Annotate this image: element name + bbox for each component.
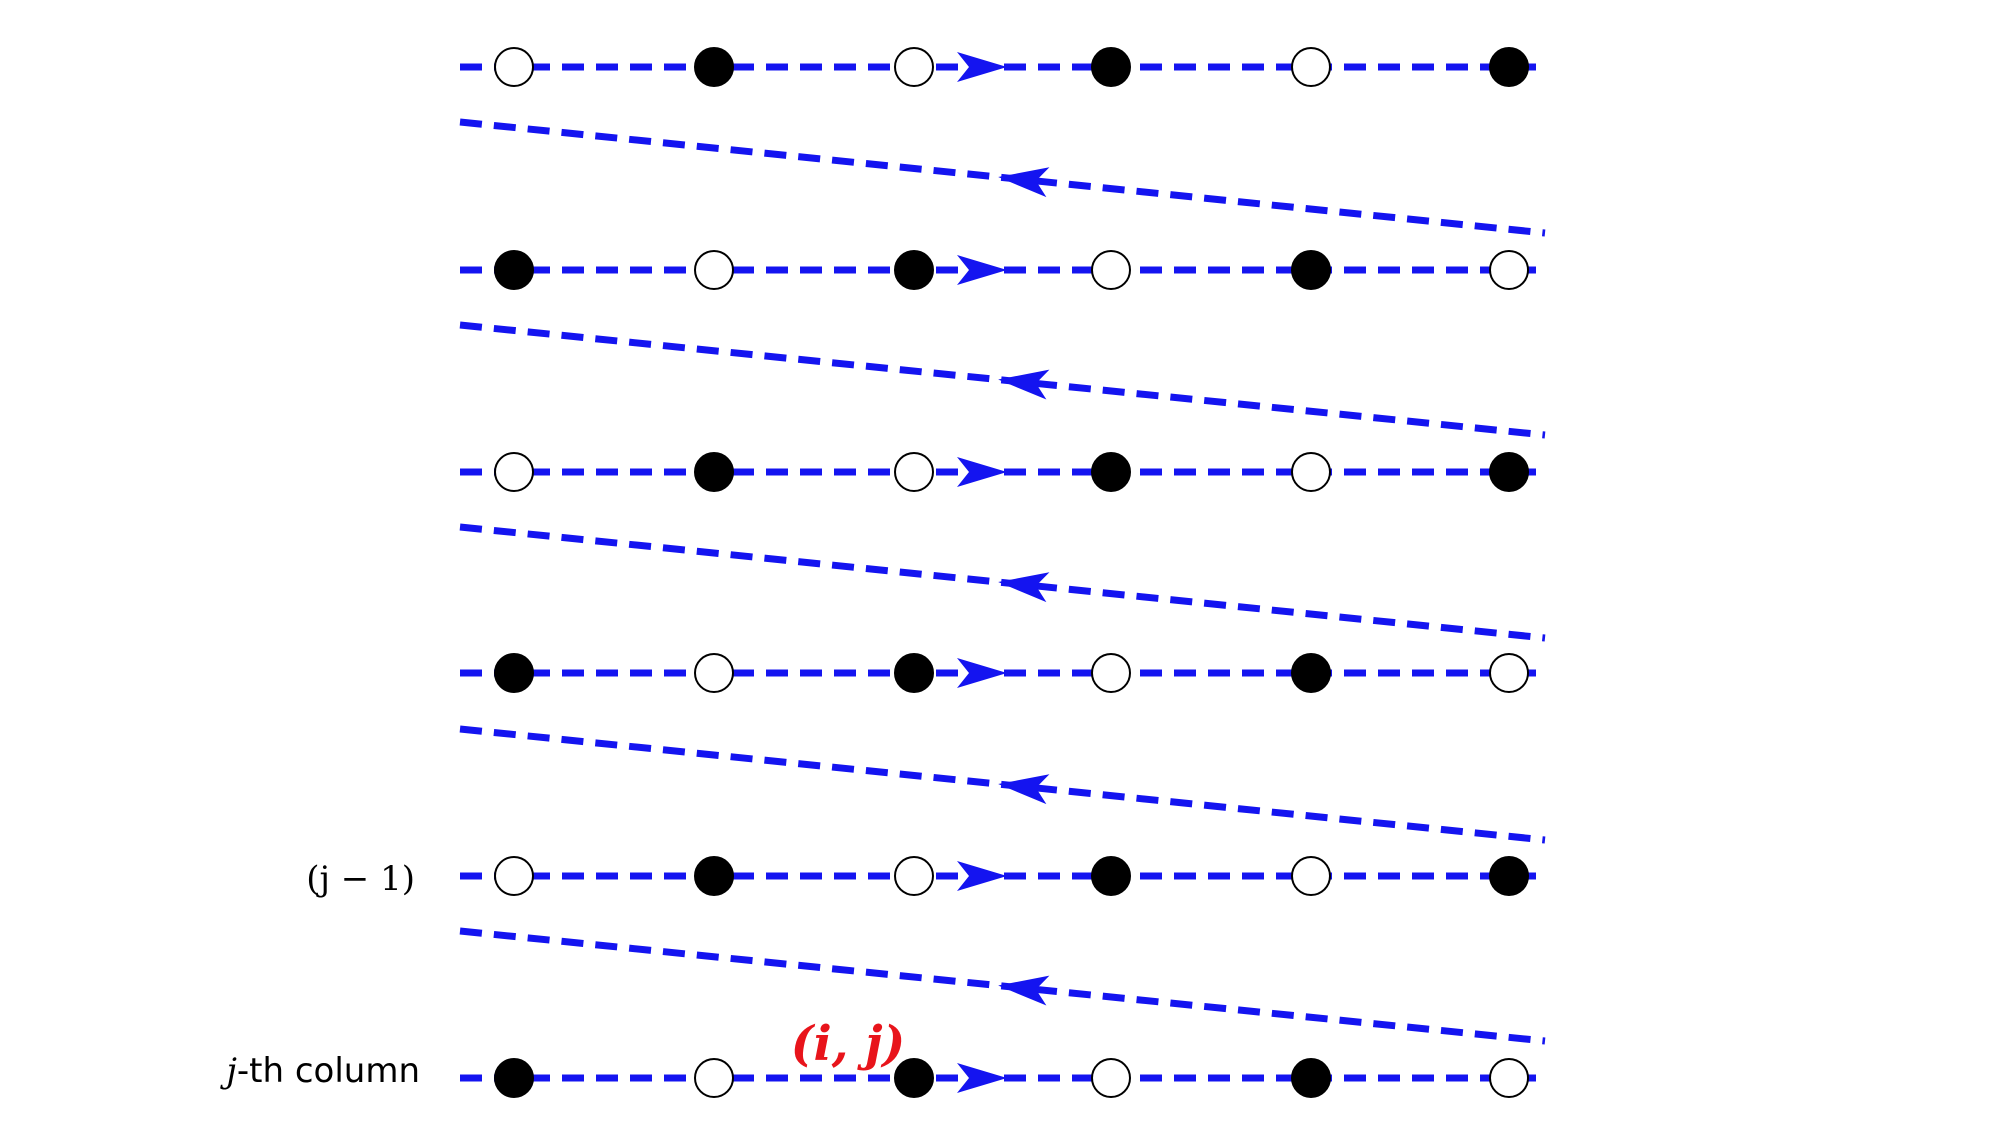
filled-node [1091,856,1131,896]
arrow-right-icon [957,861,1007,891]
traversal-paths [459,52,1546,1093]
filled-node [694,47,734,87]
filled-node [694,856,734,896]
empty-node [494,856,534,896]
empty-node [1291,47,1331,87]
row-labels: (j − 1) j-th column (i, j) [219,859,905,1091]
arrow-left-icon [998,369,1050,400]
filled-node [494,1058,534,1098]
arrow-right-icon [957,457,1007,487]
empty-node [494,452,534,492]
row-label-j-symbol: j [219,1051,237,1091]
arrow-right-icon [957,52,1007,82]
filled-node [894,653,934,693]
empty-node [1091,250,1131,290]
empty-node [894,47,934,87]
filled-node [1291,653,1331,693]
filled-node [494,653,534,693]
arrow-left-icon [998,975,1050,1006]
arrow-left-icon [998,774,1050,805]
row-label-j-th-column: j-th column [219,1051,420,1091]
highlight-node-label: (i, j) [791,1016,905,1072]
filled-node [694,452,734,492]
filled-node [1489,47,1529,87]
empty-node [694,653,734,693]
row-label-j-suffix: -th column [237,1051,420,1091]
filled-node [894,250,934,290]
arrow-left-icon [998,572,1050,603]
filled-node [1489,856,1529,896]
filled-node [1091,452,1131,492]
empty-node [1091,1058,1131,1098]
empty-node [1091,653,1131,693]
row-label-j-minus-1: (j − 1) [306,859,415,899]
empty-node [1489,1058,1529,1098]
arrow-left-icon [998,167,1050,198]
filled-node [1291,1058,1331,1098]
filled-node [1291,250,1331,290]
empty-node [894,452,934,492]
empty-node [1489,653,1529,693]
empty-node [894,856,934,896]
filled-node [494,250,534,290]
empty-node [694,250,734,290]
empty-node [694,1058,734,1098]
empty-node [494,47,534,87]
empty-node [1291,856,1331,896]
arrow-right-icon [957,658,1007,688]
highlight-node [894,1058,934,1098]
grid-nodes [494,47,1529,1098]
filled-node [1091,47,1131,87]
empty-node [1291,452,1331,492]
empty-node [1489,250,1529,290]
arrow-right-icon [957,255,1007,285]
filled-node [1489,452,1529,492]
arrow-right-icon [957,1063,1007,1093]
